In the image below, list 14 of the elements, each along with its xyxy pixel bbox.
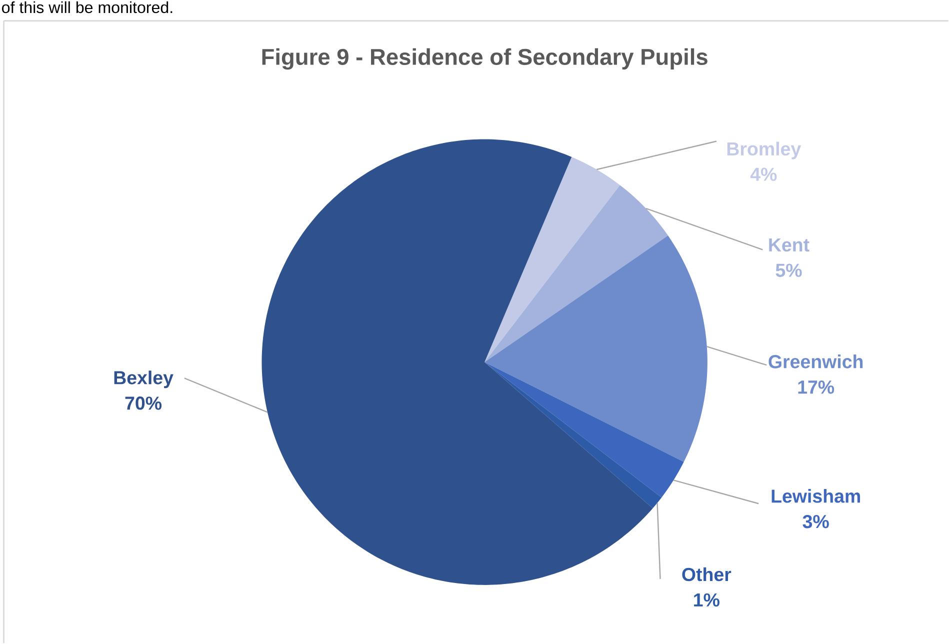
data-label: 1% (694, 593, 720, 607)
data-label: 17% (798, 380, 834, 394)
slice-label: Bexley (114, 370, 174, 388)
slice-label: Bromley (727, 142, 802, 160)
data-label: 5% (776, 264, 802, 278)
text: of this will be monitored. (2, 1, 172, 14)
data-label: 70% (125, 396, 162, 410)
chart-title: Figure 9 - Residence of Secondary Pupils (262, 48, 708, 70)
data-label: 4% (750, 168, 777, 181)
slice-label: Kent (769, 238, 810, 252)
data-label: 3% (802, 515, 829, 528)
slice-label: Greenwich (768, 354, 863, 368)
slice-label: Other (682, 567, 732, 582)
slice-label: Lewisham (772, 489, 860, 503)
